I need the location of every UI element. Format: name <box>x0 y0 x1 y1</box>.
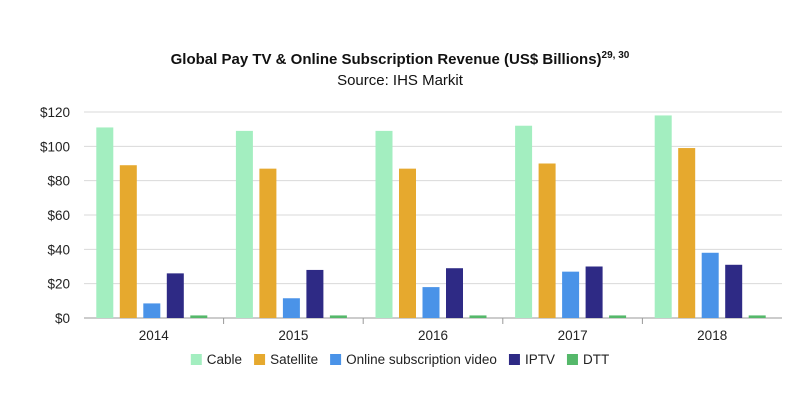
bar-online-subscription-video-2015 <box>282 298 300 318</box>
legend-label: IPTV <box>525 352 555 367</box>
bar-cable-2015 <box>235 130 253 318</box>
bar-cable-2016 <box>375 130 393 318</box>
bar-cable-2014 <box>96 127 114 318</box>
bar-satellite-2018 <box>678 148 696 318</box>
chart-subtitle: Source: IHS Markit <box>337 72 464 89</box>
bar-satellite-2017 <box>538 163 556 318</box>
y-tick-label: $100 <box>40 139 70 154</box>
legend-label: Cable <box>207 352 242 367</box>
bar-online-subscription-video-2017 <box>562 271 580 318</box>
y-axis-ticks: $0 $20 $40 $60 $80 $100 $120 <box>40 105 70 326</box>
bar-iptv-2016 <box>446 268 463 318</box>
bar-iptv-2018 <box>725 264 743 318</box>
bar-online-subscription-video-2014 <box>143 303 161 318</box>
legend-label: Online subscription video <box>346 352 497 367</box>
y-tick-label: $80 <box>47 174 70 189</box>
legend-label: DTT <box>583 352 609 367</box>
x-tick-label: 2016 <box>418 328 448 343</box>
legend-swatch <box>330 354 342 365</box>
legend-item-iptv: IPTV <box>508 352 555 367</box>
legend-item-online-subscription-video: Online subscription video <box>330 352 497 367</box>
bar-satellite-2016 <box>399 168 416 318</box>
bar-online-subscription-video-2016 <box>422 287 440 318</box>
legend-swatch <box>190 354 202 365</box>
bar-dtt-2017 <box>609 315 627 318</box>
y-tick-label: $40 <box>47 242 70 257</box>
chart-title: Global Pay TV & Online Subscription Reve… <box>171 50 630 68</box>
bar-iptv-2017 <box>585 266 603 318</box>
y-tick-label: $60 <box>47 208 70 223</box>
bar-iptv-2014 <box>166 273 184 318</box>
legend-item-satellite: Satellite <box>254 352 318 367</box>
gridlines <box>84 111 782 319</box>
legend-swatch <box>566 354 578 365</box>
bar-dtt-2015 <box>329 315 347 318</box>
bar-dtt-2014 <box>190 315 208 318</box>
bar-dtt-2018 <box>748 315 766 318</box>
bar-cable-2018 <box>654 115 672 318</box>
bars <box>96 115 766 318</box>
bar-satellite-2015 <box>259 168 277 318</box>
y-tick-label: $120 <box>40 105 70 120</box>
bar-dtt-2016 <box>469 315 487 318</box>
bar-iptv-2015 <box>306 269 324 318</box>
y-tick-label: $20 <box>47 277 70 292</box>
legend-label: Satellite <box>270 352 318 367</box>
x-axis-labels: 2014 2015 2016 2017 2018 <box>139 318 727 343</box>
chart-title-text: Global Pay TV & Online Subscription Reve… <box>171 51 602 68</box>
legend-item-cable: Cable <box>190 352 242 367</box>
chart-title-superscript: 29, 30 <box>602 50 630 61</box>
bar-online-subscription-video-2018 <box>701 252 719 318</box>
legend: Cable Satellite Online subscription video I… <box>190 352 609 367</box>
y-tick-label: $0 <box>55 311 70 326</box>
bar-satellite-2014 <box>119 165 137 318</box>
x-tick-label: 2018 <box>697 328 727 343</box>
x-tick-label: 2015 <box>278 328 308 343</box>
x-tick-label: 2014 <box>139 328 170 343</box>
x-tick-label: 2017 <box>558 328 588 343</box>
legend-swatch <box>508 354 520 365</box>
bar-cable-2017 <box>515 125 533 318</box>
legend-swatch <box>254 354 266 365</box>
legend-item-dtt: DTT <box>566 352 609 367</box>
